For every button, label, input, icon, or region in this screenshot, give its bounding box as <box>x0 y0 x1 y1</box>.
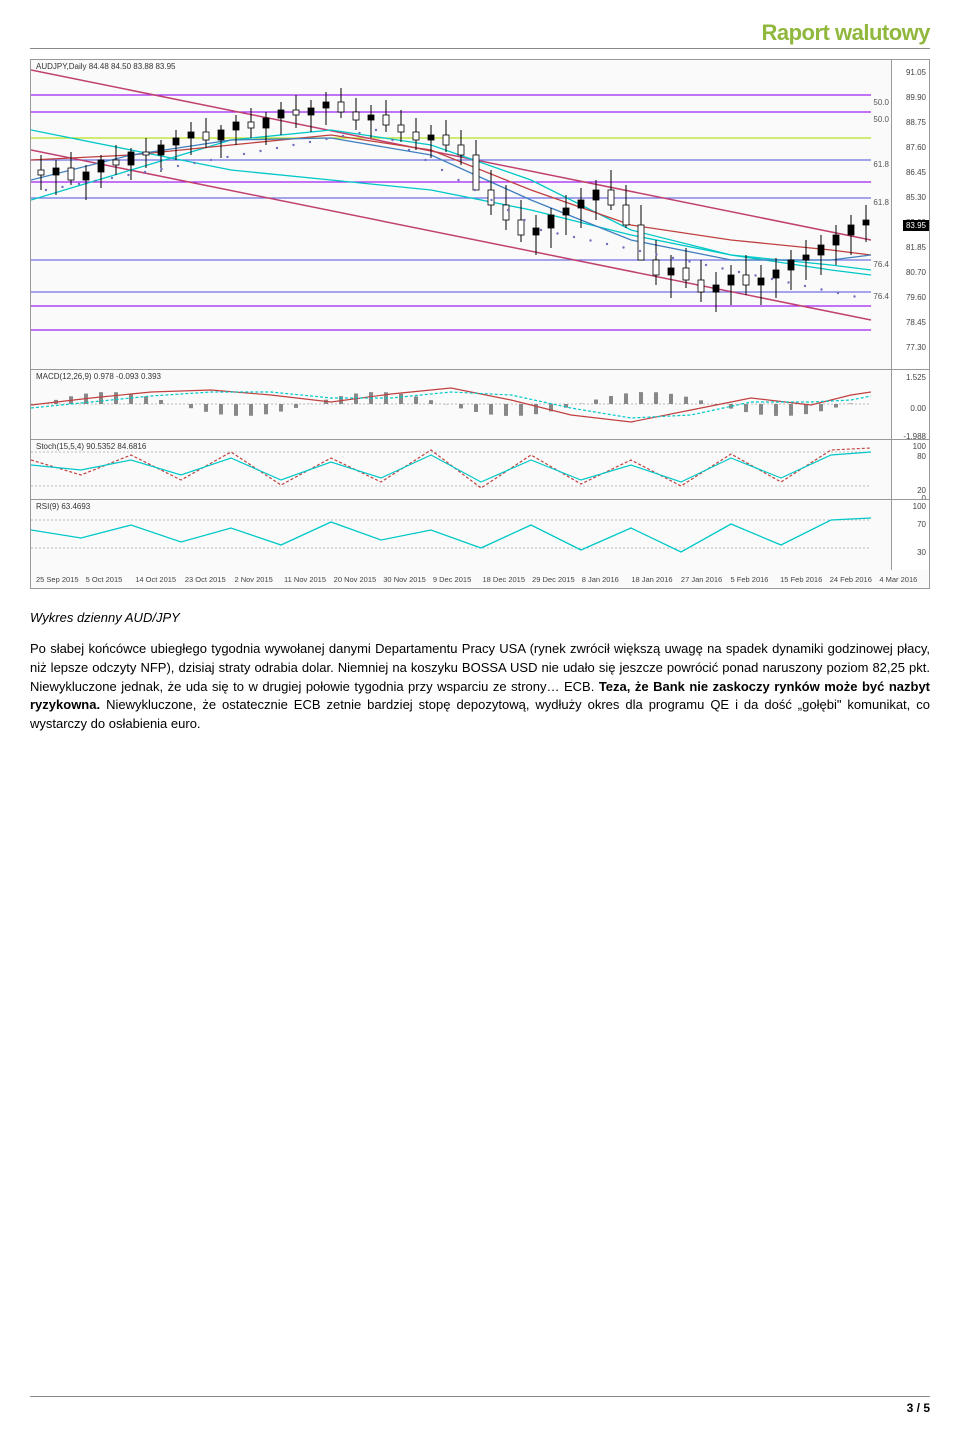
date-axis: 25 Sep 20155 Oct 201514 Oct 201523 Oct 2… <box>31 570 929 588</box>
rsi-y-axis: 1007030 <box>891 500 929 570</box>
rsi-label: RSI(9) 63.4693 <box>36 502 90 511</box>
stoch-panel: Stoch(15,5,4) 90.5352 84.6816 10080200 <box>31 440 929 500</box>
chart-container: AUDJPY,Daily 84.48 84.50 83.88 83.95 50.… <box>30 59 930 589</box>
price-label: AUDJPY,Daily 84.48 84.50 83.88 83.95 <box>36 62 176 71</box>
price-panel: AUDJPY,Daily 84.48 84.50 83.88 83.95 50.… <box>31 60 929 370</box>
p1c: Niewykluczone, że ostatecznie ECB zetnie… <box>30 697 930 731</box>
price-chart-svg <box>31 60 871 370</box>
price-y-axis: 91.0589.9088.7587.6086.4585.3083.0081.85… <box>891 60 929 369</box>
stoch-label: Stoch(15,5,4) 90.5352 84.6816 <box>36 442 146 451</box>
body-text: Wykres dzienny AUD/JPY Po słabej końcówc… <box>30 609 930 734</box>
rsi-panel: RSI(9) 63.4693 1007030 <box>31 500 929 570</box>
macd-y-axis: 1.5250.00-1.988 <box>891 370 929 439</box>
rsi-svg <box>31 500 871 570</box>
page-header: Raport walutowy <box>30 20 930 49</box>
chart-title: Wykres dzienny AUD/JPY <box>30 609 930 628</box>
page-footer: 3 / 5 <box>30 1396 930 1415</box>
stoch-y-axis: 10080200 <box>891 440 929 499</box>
macd-label: MACD(12,26,9) 0.978 -0.093 0.393 <box>36 372 161 381</box>
fib-labels: 50.050.061.861.876.476.4 <box>865 60 891 370</box>
header-title: Raport walutowy <box>761 20 930 45</box>
page-number: 3 / 5 <box>907 1401 930 1415</box>
stoch-svg <box>31 440 871 500</box>
macd-panel: MACD(12,26,9) 0.978 -0.093 0.393 1.5250.… <box>31 370 929 440</box>
body-paragraph: Po słabej końcówce ubiegłego tygodnia wy… <box>30 640 930 734</box>
